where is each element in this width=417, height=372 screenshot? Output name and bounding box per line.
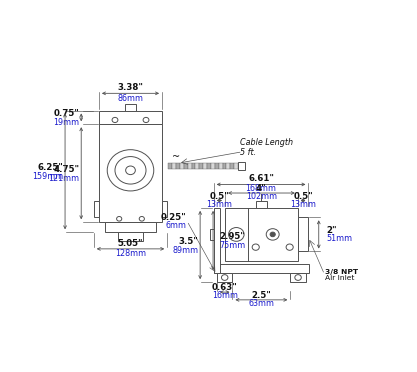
Text: Air Inlet: Air Inlet [325,275,354,281]
Bar [192,163,196,169]
Bar [225,217,248,252]
Bar [248,215,298,254]
Text: 5 ft.: 5 ft. [239,148,256,157]
Bar [223,163,226,169]
Text: 6.25": 6.25" [38,163,63,173]
Text: 0.25": 0.25" [161,212,186,222]
Bar [118,232,143,241]
Text: 6mm: 6mm [165,221,186,230]
Bar [99,124,162,222]
Text: 121mm: 121mm [48,174,80,183]
Text: 2.5": 2.5" [251,291,271,300]
Text: 51mm: 51mm [327,234,353,243]
Text: 16mm: 16mm [212,291,238,300]
Bar [219,163,223,169]
Text: 13mm: 13mm [206,200,232,209]
Text: 4": 4" [256,184,267,193]
Bar [256,201,267,208]
Text: 159mm: 159mm [32,172,63,181]
Text: 6.61": 6.61" [248,174,274,183]
Bar [188,163,192,169]
Text: Cable Length: Cable Length [239,138,293,147]
Bar [168,163,172,169]
Bar [214,208,219,273]
Text: 0.63": 0.63" [212,283,238,292]
Text: 4.75": 4.75" [53,165,80,174]
Bar [162,201,167,217]
Bar [196,163,199,169]
Bar [184,163,188,169]
Text: 3.38": 3.38" [118,83,143,92]
Bar [199,163,203,169]
Text: 19mm: 19mm [53,118,80,127]
Text: 0.5": 0.5" [293,192,313,201]
Bar [94,201,99,217]
Text: 2": 2" [327,227,337,235]
Text: 128mm: 128mm [115,249,146,258]
Bar [298,217,309,251]
Bar [211,163,215,169]
Bar [106,222,156,232]
Text: 13mm: 13mm [290,200,316,209]
Bar [214,264,309,273]
Bar [176,163,180,169]
Text: 0.75": 0.75" [54,109,80,118]
Bar [234,163,238,169]
Text: 3/8 NPT: 3/8 NPT [325,269,358,275]
Text: 102mm: 102mm [246,192,277,201]
Bar [225,208,298,261]
Bar [125,104,136,110]
Text: 89mm: 89mm [172,246,198,255]
Bar [215,163,219,169]
Bar [290,273,306,282]
Text: 3.5": 3.5" [178,237,198,246]
Text: ~: ~ [173,151,181,161]
Text: 168mm: 168mm [246,184,276,193]
Bar [207,163,211,169]
Bar [226,163,230,169]
Text: 0.5": 0.5" [209,192,229,201]
Circle shape [270,232,275,237]
Bar [217,273,232,282]
Bar [230,163,234,169]
Text: 75mm: 75mm [219,241,245,250]
Text: 2.95": 2.95" [219,232,245,241]
Bar [238,162,245,170]
Bar [211,229,214,240]
Bar [180,163,184,169]
Text: 86mm: 86mm [118,94,143,103]
Bar [99,110,162,124]
Bar [203,163,207,169]
Text: 5.05": 5.05" [118,239,143,248]
Text: 63mm: 63mm [249,299,274,308]
Bar [172,163,176,169]
